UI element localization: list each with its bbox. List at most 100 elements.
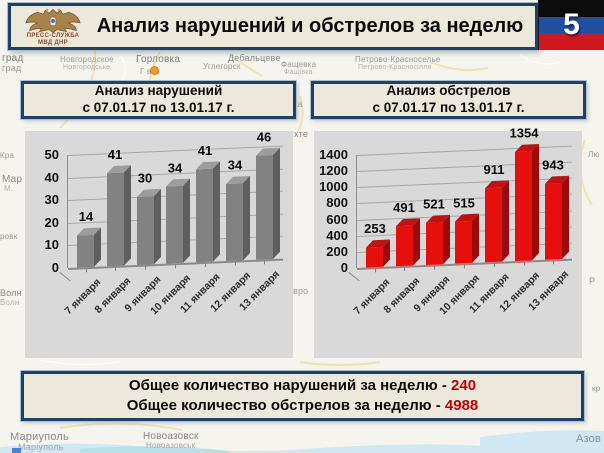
y-axis-labels: 0 10 20 30 40 50: [25, 131, 63, 358]
shellings-total-value: 4988: [444, 397, 479, 414]
map-place-label: Новоазовск: [143, 431, 199, 442]
bar-10 января: 515: [450, 150, 477, 264]
bar-13 января: 943: [540, 146, 567, 260]
violations-total-line: Общее количество нарушений за неделю - 2…: [129, 376, 476, 396]
bar: [544, 182, 562, 260]
double-eagle-icon: [25, 8, 81, 33]
bar-9 января: 521: [421, 151, 448, 265]
x-tick: 10 января: [148, 264, 193, 349]
bar-7 января: 253: [361, 154, 388, 268]
bar-value-label: 515: [453, 195, 475, 211]
y-tick-label: 20: [44, 214, 59, 230]
bar-8 января: 41: [102, 147, 129, 267]
bar-value-label: 1354: [509, 125, 539, 141]
x-tick: 10 января: [437, 264, 482, 349]
map-place-label: Дебальцеве: [228, 53, 281, 63]
weekly-totals-banner: Общее количество нарушений за неделю - 2…: [21, 371, 584, 421]
map-place-label: кр: [592, 384, 601, 393]
x-tick: 13 января: [526, 260, 571, 345]
page-title: Анализ нарушений и обстрелов за неделю: [96, 15, 524, 37]
bar-12 января: 34: [221, 147, 248, 262]
shellings-title-line1: Анализ обстрелов: [386, 83, 511, 99]
bar-11 января: 41: [191, 143, 218, 263]
bar-value-label: 14: [78, 209, 93, 225]
bar: [485, 188, 503, 263]
flag-stripe-blue: [539, 16, 604, 34]
bar-11 января: 911: [480, 148, 507, 263]
dnr-flag-badge: 5: [538, 0, 604, 51]
y-tick-label: 1400: [319, 147, 348, 162]
bar: [366, 246, 383, 268]
x-axis-labels: 7 января 8 января 9 января 10 января 11 янва…: [352, 260, 572, 354]
map-place-label: град: [2, 63, 22, 73]
bar-8 января: 491: [391, 152, 418, 267]
violations-total-label: Общее количество нарушений за неделю -: [128, 376, 452, 394]
bar-value-label: 41: [197, 143, 213, 159]
x-tick: 8 января: [92, 267, 133, 352]
map-place-label: Маріуполь: [18, 442, 64, 452]
x-tick: 7 января: [352, 268, 392, 353]
violations-bar-chart: 0 10 20 30 40 50 14 41 30 34 41 34 46 7 января 8 янв…: [25, 129, 293, 358]
map-place-label: Новгородське: [63, 64, 111, 71]
map-place-label: Фащівка: [284, 69, 313, 76]
emblem-caption: ПРЕСС-СЛУЖБА МВД ДНР: [27, 33, 80, 47]
map-place-label: ка: [294, 100, 303, 109]
y-tick-label: 0: [51, 260, 59, 275]
map-place-label: ровк: [0, 232, 18, 241]
mvd-dnr-emblem: ПРЕСС-СЛУЖБА МВД ДНР: [11, 6, 95, 47]
bar: [255, 155, 273, 260]
bar: [136, 196, 154, 265]
map-place-label: М.: [4, 184, 14, 193]
bar-value-label: 253: [363, 220, 386, 236]
bar: [106, 172, 124, 267]
flag-stripe-red: [539, 33, 604, 51]
map-place-label: Лю: [588, 150, 600, 159]
bar-9 января: 30: [132, 151, 159, 265]
bar: [455, 221, 473, 264]
map-place-label: Р: [589, 276, 596, 286]
x-tick: 12 января: [208, 261, 253, 347]
y-tick-label: 10: [44, 237, 59, 253]
bar-12 января: 1354: [509, 125, 538, 262]
x-tick: 9 января: [411, 265, 452, 351]
emblem-caption-line2: МВД ДНР: [38, 39, 68, 46]
map-place-label: Мар: [2, 174, 23, 185]
emblem-caption-line1: ПРЕСС-СЛУЖБА: [26, 32, 80, 39]
y-tick-label: 1200: [319, 163, 348, 179]
page-number: 5: [563, 8, 580, 41]
map-place-label: Г вка: [140, 67, 160, 76]
x-tick: 7 января: [63, 268, 103, 353]
map-place-label: Мариуполь: [10, 431, 69, 443]
bar-10 января: 34: [161, 150, 188, 264]
shellings-bar-chart: 0 200 400 600 800 1000 1200 1400 253 491 521 515 91…: [314, 125, 582, 358]
bars-layer: 14 41 30 34 41 34 46: [67, 129, 283, 268]
map-place-label: град: [2, 53, 24, 64]
y-tick-label: 400: [326, 227, 348, 243]
shellings-total-label: Общее количество обстрелов за неделю -: [126, 397, 445, 414]
bar: [196, 168, 214, 263]
y-tick-label: 1000: [319, 179, 348, 195]
y-tick-label: 600: [326, 211, 348, 227]
bar-13 января: 46: [251, 129, 278, 260]
bar: [395, 225, 413, 267]
map-place-label: Горловка: [136, 54, 181, 65]
y-tick-label: 800: [326, 195, 348, 211]
map-marker-gorlovka-icon: [150, 66, 159, 75]
bar-7 января: 14: [72, 154, 99, 268]
x-tick: 8 января: [381, 267, 422, 352]
bars-layer: 253 491 521 515 911 1354 943: [356, 125, 572, 268]
violations-title-line1: Анализ нарушений: [94, 83, 223, 99]
bar: [226, 183, 244, 262]
bar-value-label: 34: [227, 157, 242, 173]
y-tick-label: 200: [326, 243, 348, 259]
map-place-label: Фащевка: [281, 60, 317, 69]
map-place-label: Волн: [0, 288, 22, 298]
map-place-label: Новоазовськ: [146, 441, 196, 450]
x-tick: 11 января: [178, 263, 223, 348]
map-place-label: Кра: [0, 151, 15, 160]
shellings-chart-title: Анализ обстрелов с 07.01.17 по 13.01.17 …: [311, 81, 586, 119]
y-tick-label: 0: [340, 260, 348, 275]
flag-stripe-black: [539, 0, 604, 17]
violations-title-line2: с 07.01.17 по 13.01.17 г.: [82, 100, 235, 115]
